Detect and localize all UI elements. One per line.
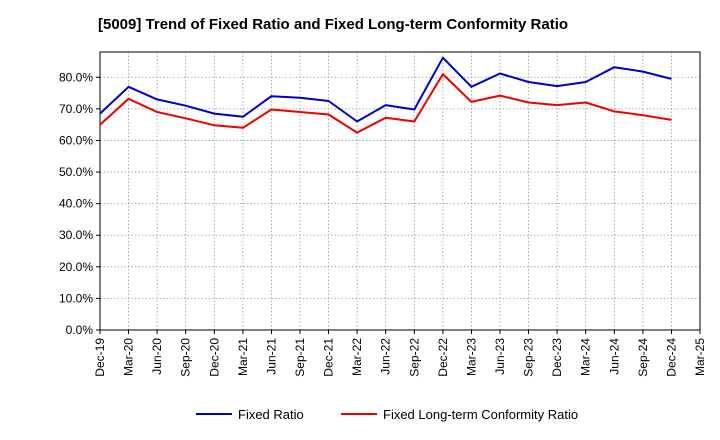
- x-tick-label: Mar-24: [579, 338, 593, 376]
- x-tick-label: Sep-22: [407, 338, 421, 377]
- plot-area: [100, 52, 700, 330]
- y-tick-label: 10.0%: [59, 291, 93, 305]
- x-tick-label: Jun-22: [379, 338, 393, 375]
- x-tick-label: Jun-21: [264, 338, 278, 375]
- x-tick-label: Sep-20: [179, 338, 193, 377]
- x-tick-label: Jun-20: [150, 338, 164, 375]
- series-line-fixed-ratio: [99, 56, 672, 123]
- y-tick-label: 20.0%: [59, 260, 93, 274]
- y-tick-label: 0.0%: [66, 323, 94, 337]
- legend-label: Fixed Ratio: [238, 407, 304, 422]
- y-tick-label: 50.0%: [59, 165, 93, 179]
- x-tick-label: Dec-20: [207, 338, 221, 377]
- y-tick-label: 60.0%: [59, 133, 93, 147]
- x-tick-label: Dec-24: [664, 338, 678, 377]
- y-tick-label: 80.0%: [59, 70, 93, 84]
- y-tick-label: 30.0%: [59, 228, 93, 242]
- series-line-fixed-long-term-conformity-ratio: [99, 73, 672, 134]
- x-tick-label: Dec-23: [550, 338, 564, 377]
- plot-border: [99, 51, 701, 331]
- x-tick-label: Sep-23: [522, 338, 536, 377]
- x-tick-label: Mar-20: [122, 338, 136, 376]
- x-tick-label: Dec-19: [93, 338, 107, 377]
- x-tick-label: Mar-25: [693, 338, 707, 376]
- x-tick-label: Sep-24: [636, 338, 650, 377]
- x-tick-label: Mar-23: [464, 338, 478, 376]
- x-tick-label: Sep-21: [293, 338, 307, 377]
- x-tick-label: Mar-21: [236, 338, 250, 376]
- x-tick-label: Dec-22: [436, 338, 450, 377]
- y-tick-label: 70.0%: [59, 102, 93, 116]
- x-tick-label: Dec-21: [322, 338, 336, 377]
- legend-label: Fixed Long-term Conformity Ratio: [383, 407, 578, 422]
- x-tick-label: Jun-23: [493, 338, 507, 375]
- y-tick-label: 40.0%: [59, 197, 93, 211]
- chart-title: [5009] Trend of Fixed Ratio and Fixed Lo…: [98, 16, 569, 33]
- x-tick-label: Mar-22: [350, 338, 364, 376]
- x-tick-label: Jun-24: [607, 338, 621, 375]
